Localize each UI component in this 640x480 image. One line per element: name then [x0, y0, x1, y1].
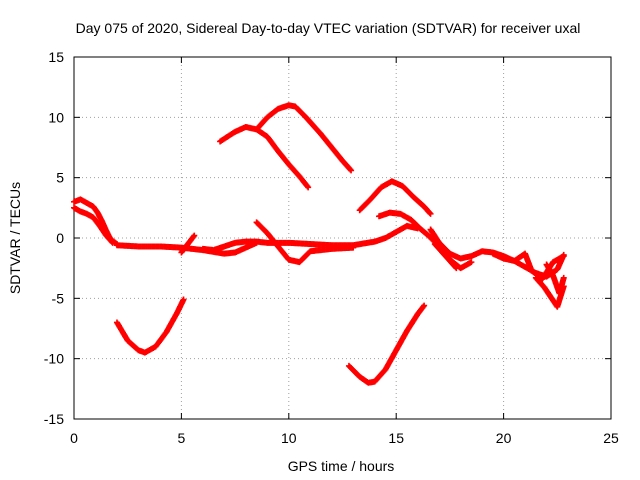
tick-labels: 0 5 10 15 20 25 -15 -10 -5 0 5 10 15: [44, 49, 619, 446]
y-axis-label: SDTVAR / TECUs: [7, 182, 23, 294]
series-track-j: [345, 302, 428, 386]
series-track-o: [489, 250, 567, 283]
y-tick-label: -15: [44, 411, 64, 427]
y-tick-label: -5: [52, 290, 65, 306]
series-track-n: [431, 241, 460, 272]
x-axis-label: GPS time / hours: [288, 458, 395, 474]
data-point: [108, 238, 115, 245]
data-point: [560, 253, 567, 260]
chart-title: Day 075 of 2020, Sidereal Day-to-day VTE…: [76, 20, 581, 36]
data-point: [350, 244, 357, 251]
data-point: [453, 265, 460, 272]
series-track-l: [376, 209, 475, 272]
y-tick-label: 10: [48, 109, 64, 125]
y-tick-label: 5: [56, 170, 64, 186]
series-track-q: [543, 261, 567, 297]
y-tick-label: 15: [48, 49, 64, 65]
series-track-g: [217, 123, 312, 191]
data-point: [191, 232, 198, 239]
y-tick-label: -10: [44, 351, 64, 367]
x-tick-label: 10: [281, 430, 297, 446]
data-point: [347, 166, 354, 173]
data-point: [109, 239, 116, 246]
x-tick-label: 25: [603, 430, 619, 446]
data-point: [420, 303, 427, 310]
data-point: [180, 296, 187, 303]
series-track-e: [199, 222, 421, 254]
data-point: [305, 184, 312, 191]
x-tick-label: 15: [388, 430, 404, 446]
x-tick-label: 5: [178, 430, 186, 446]
data-point: [421, 302, 428, 309]
x-tick-label: 0: [70, 430, 78, 446]
series-track-f: [253, 219, 357, 266]
data-point: [452, 264, 459, 271]
series-track-b: [71, 204, 116, 246]
data-point: [427, 210, 434, 217]
series-track-h: [253, 102, 355, 174]
x-tick-label: 20: [496, 430, 512, 446]
axis-ticks: [73, 56, 612, 420]
grid-lines: [74, 57, 611, 419]
data-point: [560, 274, 567, 281]
data-point: [190, 233, 197, 240]
data-point: [426, 209, 433, 216]
y-tick-label: 0: [56, 230, 64, 246]
data-point: [348, 167, 355, 174]
data-point: [304, 183, 311, 190]
series-track-k: [356, 178, 434, 217]
data-points: [71, 102, 567, 386]
data-point: [468, 259, 475, 266]
series-track-i: [113, 296, 187, 356]
series-track-d: [178, 232, 198, 256]
